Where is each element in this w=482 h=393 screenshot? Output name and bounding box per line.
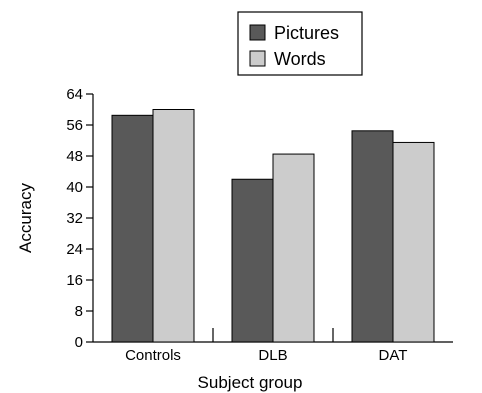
bar-pictures-dlb [231,178,274,343]
y-tick-label-64: 64 [66,86,83,103]
x-tick-label-dlb: DLB [258,347,287,364]
y-axis-title: Accuracy [16,183,35,253]
x-tick-label-controls: Controls [125,347,181,364]
x-axis-title: Subject group [198,373,303,392]
legend-swatch-words [249,50,266,67]
legend-swatch-pictures [249,24,266,41]
y-tick-label-24: 24 [66,241,83,258]
y-tick-label-8: 8 [75,303,83,320]
bar-pictures-dat [351,130,394,343]
y-tick-label-32: 32 [66,210,83,227]
legend-label-words: Words [274,49,326,69]
legend: Pictures Words [237,11,363,76]
bars [111,109,435,343]
legend-label-pictures: Pictures [274,23,339,43]
y-tick-label-16: 16 [66,272,83,289]
bar-words-controls [152,109,195,343]
x-tick-label-dat: DAT [379,347,408,364]
y-tick-label-40: 40 [66,179,83,196]
bar-words-dat [392,141,435,343]
bar-words-dlb [272,153,315,343]
bar-pictures-controls [111,114,154,343]
y-tick-label-48: 48 [66,148,83,165]
y-tick-label-0: 0 [75,334,83,351]
y-tick-label-56: 56 [66,117,83,134]
